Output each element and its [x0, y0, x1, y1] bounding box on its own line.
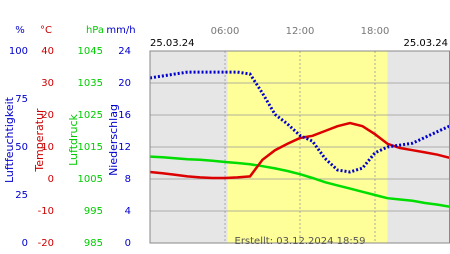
y-tick-label: 75 — [15, 94, 28, 105]
axis-unit: hPa — [86, 25, 104, 36]
y-tick-label: 30 — [41, 78, 54, 89]
y-tick-label: 24 — [118, 46, 131, 57]
y-tick-label: 1045 — [78, 46, 103, 57]
y-tick-label: 0 — [48, 174, 54, 185]
y-tick-label: 40 — [41, 46, 54, 57]
start-date: 25.03.24 — [150, 38, 195, 49]
created-note: Erstellt: 03.12.2024 18:59 — [235, 236, 366, 247]
y-tick-label: 1035 — [78, 78, 103, 89]
axis-unit: °C — [40, 25, 52, 36]
x-tick-label: 18:00 — [361, 26, 390, 37]
x-tick-label: 06:00 — [211, 26, 240, 37]
axis-unit: mm/h — [106, 25, 135, 36]
series-line — [149, 70, 450, 174]
y-tick-label: 4 — [125, 206, 131, 217]
axis-title: Niederschlag — [107, 104, 120, 176]
y-tick-label: 8 — [125, 174, 131, 185]
axis-unit: % — [15, 25, 25, 36]
y-tick-label: 995 — [84, 206, 103, 217]
y-tick-label: 12 — [118, 142, 131, 153]
y-tick-label: -10 — [38, 206, 54, 217]
y-tick-label: 1005 — [78, 174, 103, 185]
axis-title: Temperatur — [33, 108, 46, 173]
y-tick-label: 985 — [84, 238, 103, 249]
y-tick-label: 20 — [118, 78, 131, 89]
series-line — [149, 121, 450, 180]
y-tick-label: 16 — [118, 110, 131, 121]
y-tick-label: 25 — [15, 190, 28, 201]
y-tick-label: 10 — [41, 142, 54, 153]
end-date: 25.03.24 — [403, 38, 448, 49]
x-tick-label: 12:00 — [286, 26, 315, 37]
axis-title: Luftfeuchtigkeit — [3, 96, 16, 183]
y-tick-label: 100 — [9, 46, 28, 57]
y-tick-label: 20 — [41, 110, 54, 121]
y-tick-label: 50 — [15, 142, 28, 153]
y-tick-label: -20 — [38, 238, 54, 249]
y-tick-label: 1015 — [78, 142, 103, 153]
series-line — [149, 155, 450, 209]
y-tick-label: 0 — [22, 238, 28, 249]
y-tick-label: 0 — [125, 238, 131, 249]
axis-title: Luftdruck — [67, 113, 80, 165]
y-tick-label: 1025 — [78, 110, 103, 121]
